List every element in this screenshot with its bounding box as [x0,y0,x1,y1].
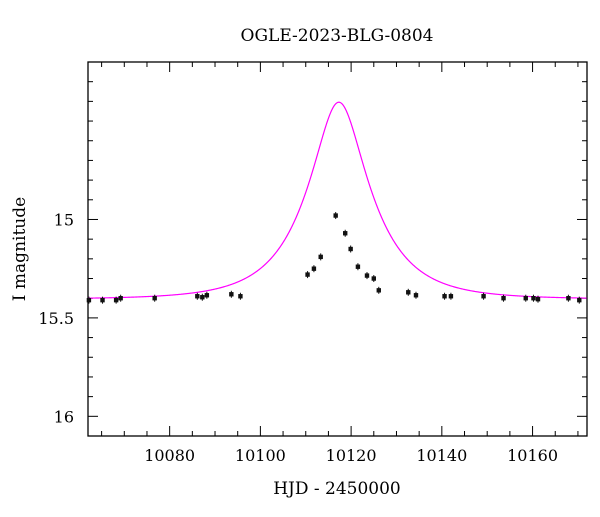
data-point [355,264,361,269]
data-point [577,297,582,303]
data-point [204,293,210,298]
data-point [442,294,447,299]
data-point [343,231,348,236]
x-tick-label: 10120 [326,446,377,465]
data-point [100,297,105,303]
data-point [305,272,310,277]
data-point [118,296,123,301]
data-point [448,294,454,299]
data-point [376,288,381,293]
data-point [200,295,205,300]
x-tick-label: 10080 [144,446,195,465]
data-point [413,293,419,298]
x-axis-label: HJD - 2450000 [273,479,401,499]
data-point [113,297,119,303]
y-tick-label: 15.5 [38,309,74,328]
data-points-layer [86,212,582,304]
data-point [501,296,506,301]
model-curve-layer [87,101,587,299]
x-tick-label: 10100 [235,446,286,465]
model-curve [87,101,587,299]
y-tick-label: 15 [54,210,74,229]
data-point [229,292,234,297]
x-tick-label: 10160 [507,446,558,465]
x-axis-ticks: 10080 10100 10120 10140 10160 [101,62,579,465]
data-point [152,296,157,301]
x-tick-label: 10140 [416,446,467,465]
data-point [531,296,536,301]
y-axis-ticks: 15 15.5 16 [38,61,587,437]
data-point [333,213,338,218]
chart-title: OGLE-2023-BLG-0804 [241,26,434,46]
data-point [406,290,411,295]
data-point [311,266,317,271]
data-point [523,296,528,301]
y-axis-label: I magnitude [10,197,30,301]
data-point [535,296,541,302]
data-point [348,246,353,252]
plot-frame [87,61,588,437]
y-tick-label: 16 [54,407,74,426]
data-point [238,294,243,299]
data-point [195,294,200,299]
data-point [371,276,376,281]
data-point [481,294,486,299]
data-point [566,296,571,301]
data-point [318,254,323,260]
data-point [364,273,370,278]
data-point [86,297,92,303]
